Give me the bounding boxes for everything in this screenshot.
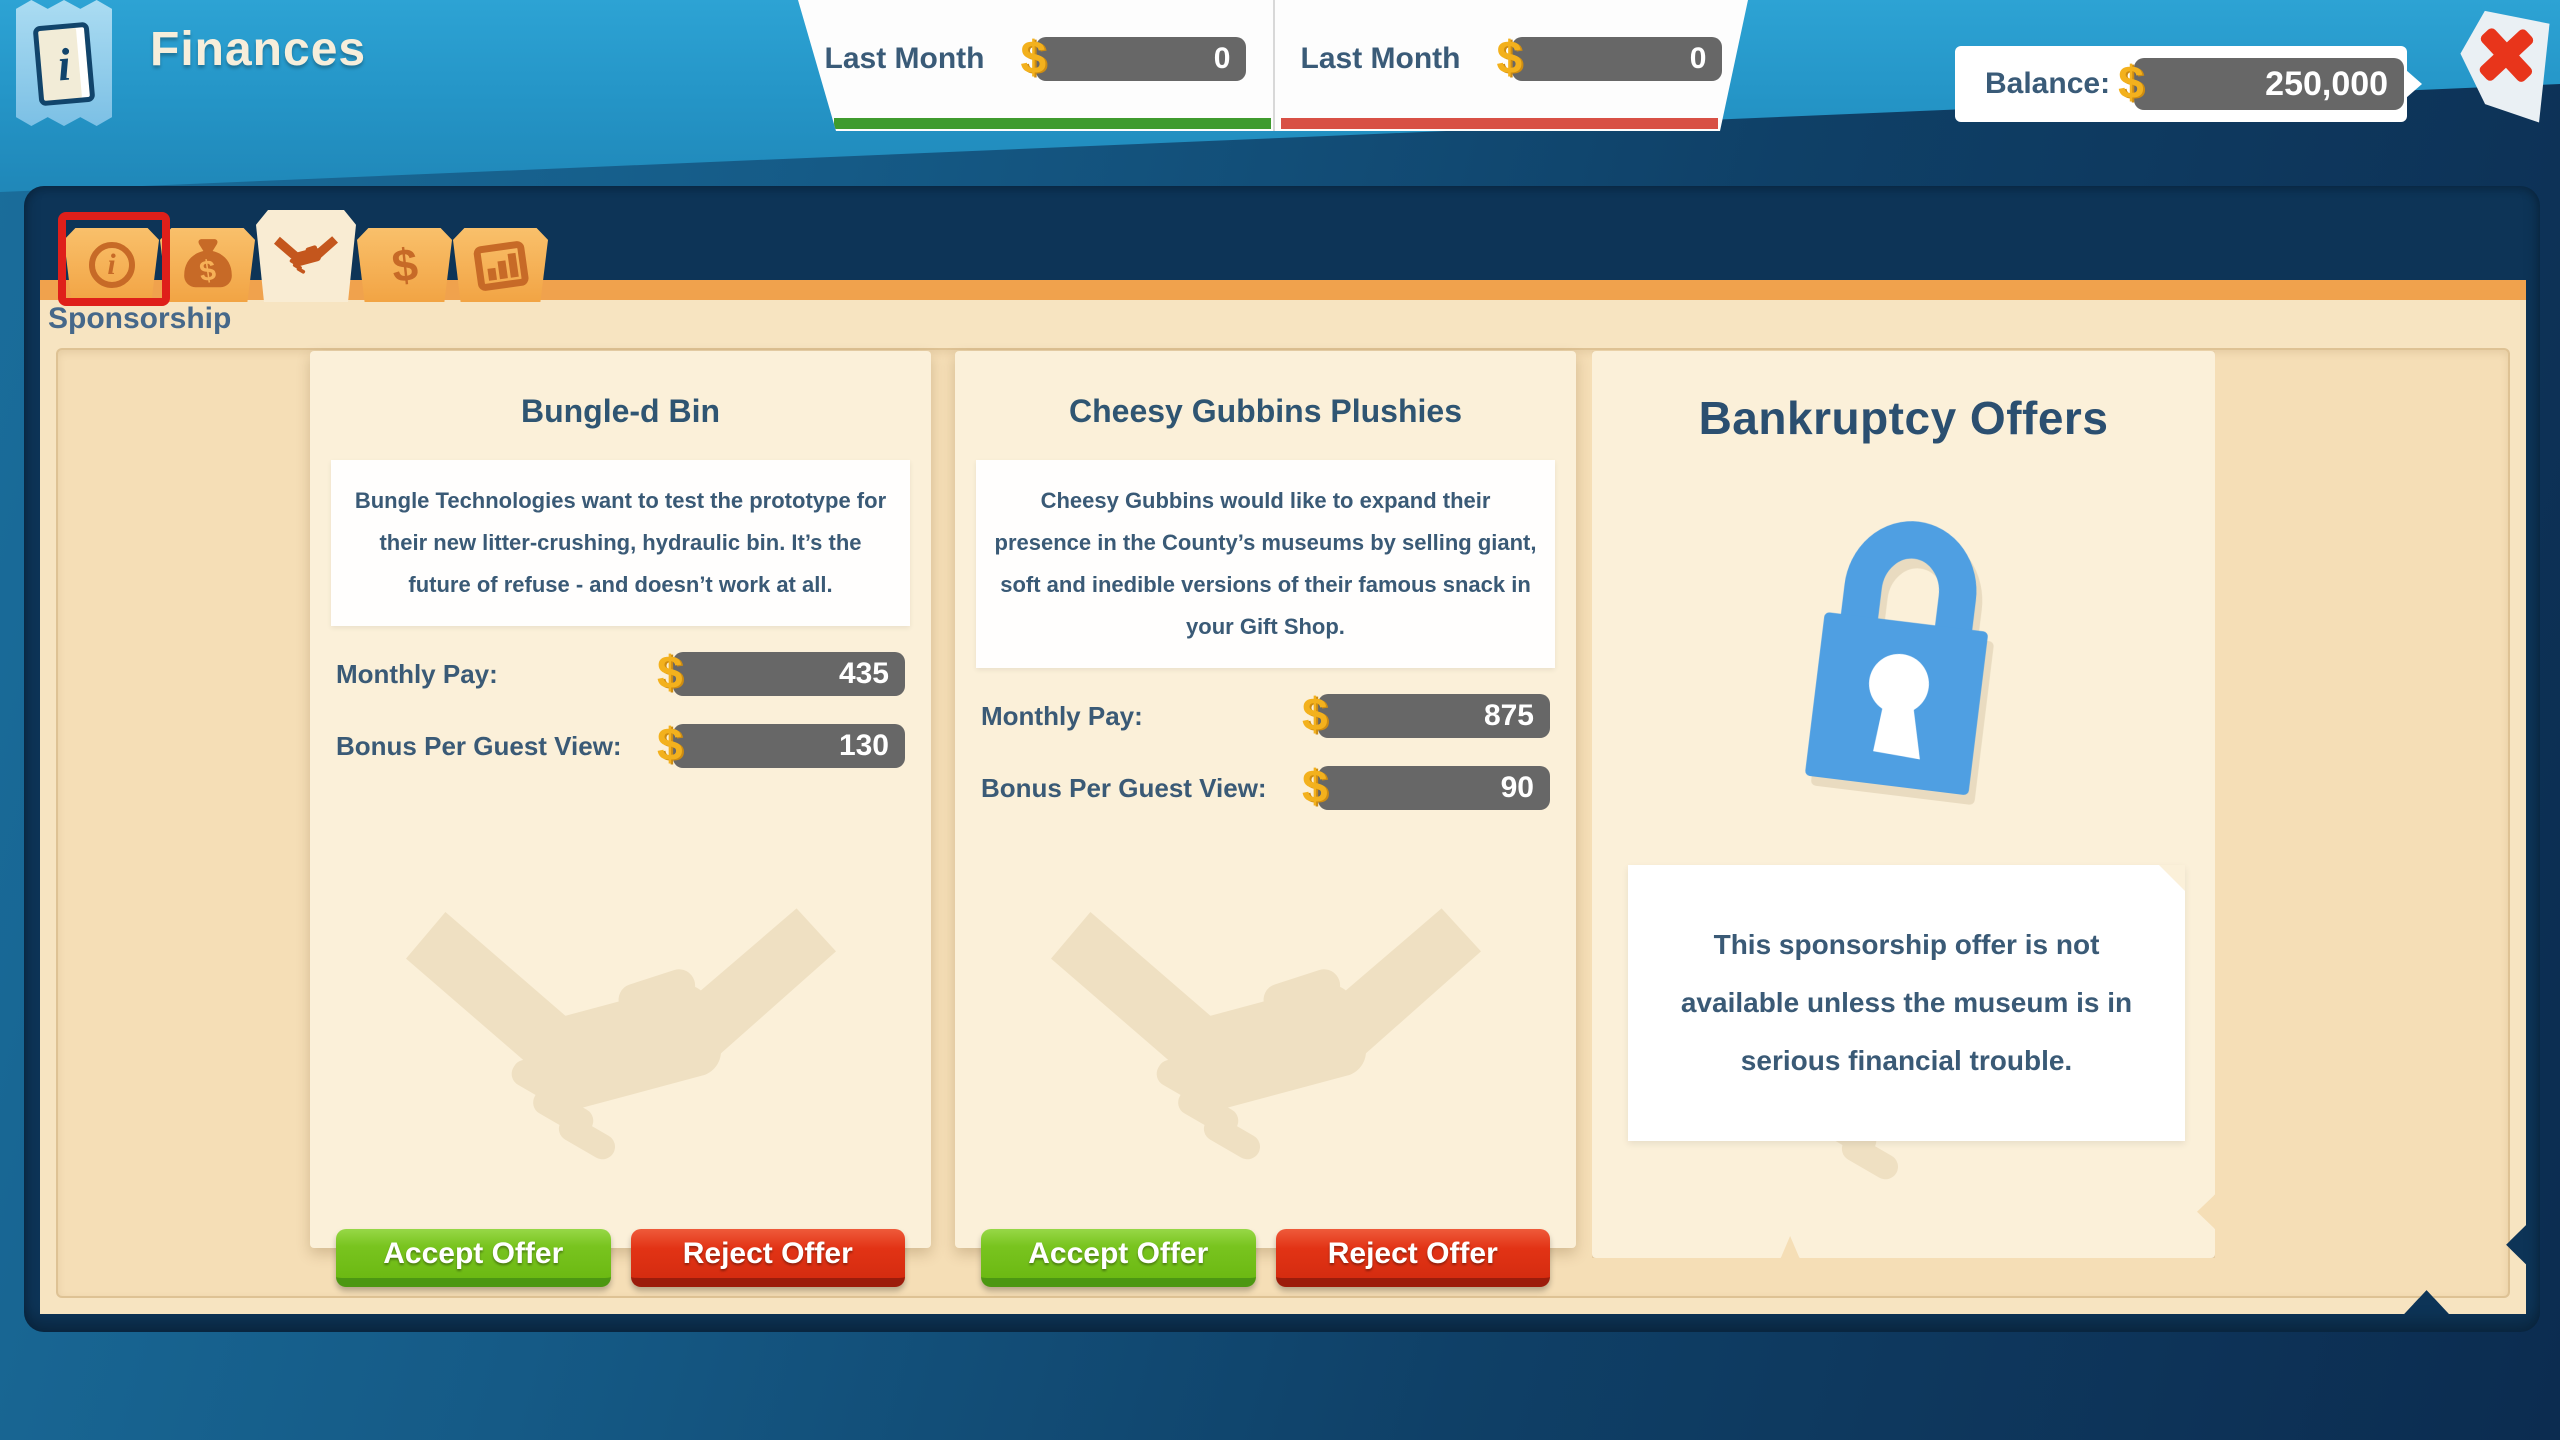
- bonus-pill: $ 130: [657, 718, 905, 770]
- bonus-value: 90: [1500, 771, 1534, 804]
- balance-label: Balance:: [1985, 67, 2111, 100]
- locked-message-box: This sponsorship offer is not available …: [1628, 865, 2185, 1141]
- offer-title: Cheesy Gubbins Plushies: [1069, 393, 1462, 429]
- offer-card-cheesy-gubbins: Cheesy Gubbins Plushies Cheesy Gubbins w…: [955, 351, 1576, 1287]
- panel-title: Sponsorship: [48, 302, 232, 335]
- dollar-icon: $: [1496, 30, 1523, 83]
- dollar-icon: $: [1020, 30, 1047, 83]
- handshake-icon: [274, 236, 338, 274]
- offer-description: Cheesy Gubbins would like to expand thei…: [976, 460, 1555, 668]
- title-block: i Finances: [16, 0, 366, 126]
- offer-title: Bungle-d Bin: [520, 393, 721, 429]
- bonus-value: 130: [838, 729, 889, 762]
- svg-text:$: $: [197, 255, 217, 289]
- dollar-icon: $: [1302, 759, 1328, 812]
- reject-offer-button[interactable]: Reject Offer: [1275, 1229, 1550, 1287]
- dollar-icon: $: [2118, 55, 2144, 108]
- last-month-label: Last Month: [1300, 41, 1461, 75]
- dollar-icon: $: [389, 237, 420, 293]
- monthly-pay-pill: $ 435: [657, 646, 905, 698]
- balance-panel: Balance: $ 250,000: [1955, 46, 2422, 122]
- tab-funding[interactable]: $: [160, 228, 255, 302]
- bonus-label: Bonus Per Guest View:: [981, 772, 1267, 803]
- dollar-icon: $: [657, 645, 683, 698]
- offer-card-bungle-d-bin: Bungle-d Bin Bungle Technologies want to…: [310, 351, 931, 1287]
- last-month-panel: Last Month $ 0 Last Month $ 0: [798, 0, 1748, 131]
- tab-info[interactable]: i: [64, 228, 159, 302]
- last-month-expenses-value: 0: [1689, 41, 1707, 75]
- handshake-watermark-icon: [1050, 891, 1481, 1191]
- bonus-label: Bonus Per Guest View:: [336, 730, 622, 761]
- lock-icon: [1760, 473, 2046, 813]
- monthly-pay-label: Monthly Pay:: [981, 700, 1143, 731]
- monthly-pay-row: Monthly Pay: $ 435: [336, 646, 905, 698]
- bonus-pill: $ 90: [1302, 760, 1550, 812]
- monthly-pay-value: 875: [1483, 699, 1534, 732]
- bar-chart-icon: [473, 241, 529, 291]
- dollar-icon: $: [1302, 687, 1328, 740]
- monthly-pay-value: 435: [838, 657, 889, 690]
- money-bag-icon: $: [183, 239, 232, 289]
- last-month-income-pill: $ 0: [1036, 37, 1246, 81]
- income-bar: [834, 118, 1271, 129]
- tab-sponsorship[interactable]: [256, 210, 356, 302]
- locked-message: This sponsorship offer is not available …: [1680, 929, 2133, 1076]
- tab-stats[interactable]: [453, 228, 548, 302]
- monthly-pay-row: Monthly Pay: $ 875: [981, 688, 1550, 740]
- last-month-expenses: Last Month $ 0: [1273, 0, 1748, 131]
- balance-pill: $ 250,000: [2118, 56, 2405, 110]
- accept-offer-button[interactable]: Accept Offer: [336, 1229, 611, 1287]
- monthly-pay-label: Monthly Pay:: [336, 658, 498, 689]
- monthly-pay-pill: $ 875: [1302, 688, 1550, 740]
- last-month-income-value: 0: [1213, 41, 1231, 75]
- expenses-bar: [1281, 118, 1718, 129]
- last-month-label: Last Month: [824, 41, 985, 75]
- dollar-icon: $: [657, 717, 683, 770]
- balance-value: 250,000: [2265, 64, 2389, 103]
- last-month-expenses-pill: $ 0: [1512, 37, 1722, 81]
- offer-description: Bungle Technologies want to test the pro…: [331, 460, 910, 626]
- last-month-income: Last Month $ 0: [798, 0, 1273, 131]
- tab-cash[interactable]: $: [357, 228, 452, 302]
- bankruptcy-offers-title: Bankruptcy Offers: [1698, 392, 2109, 444]
- bankruptcy-offers-card: Bankruptcy Offers This sponsorship offer…: [1592, 351, 2215, 1258]
- info-book-icon: i: [32, 21, 96, 107]
- bonus-row: Bonus Per Guest View: $ 130: [336, 718, 905, 770]
- finances-book-icon: i: [16, 0, 112, 126]
- accept-offer-button[interactable]: Accept Offer: [981, 1229, 1256, 1287]
- finances-tab-bar: i $ $: [64, 210, 549, 302]
- reject-offer-button[interactable]: Reject Offer: [630, 1229, 905, 1287]
- info-icon: i: [88, 242, 135, 288]
- page-title: Finances: [150, 23, 367, 76]
- bonus-row: Bonus Per Guest View: $ 90: [981, 760, 1550, 812]
- handshake-watermark-icon: [405, 891, 836, 1191]
